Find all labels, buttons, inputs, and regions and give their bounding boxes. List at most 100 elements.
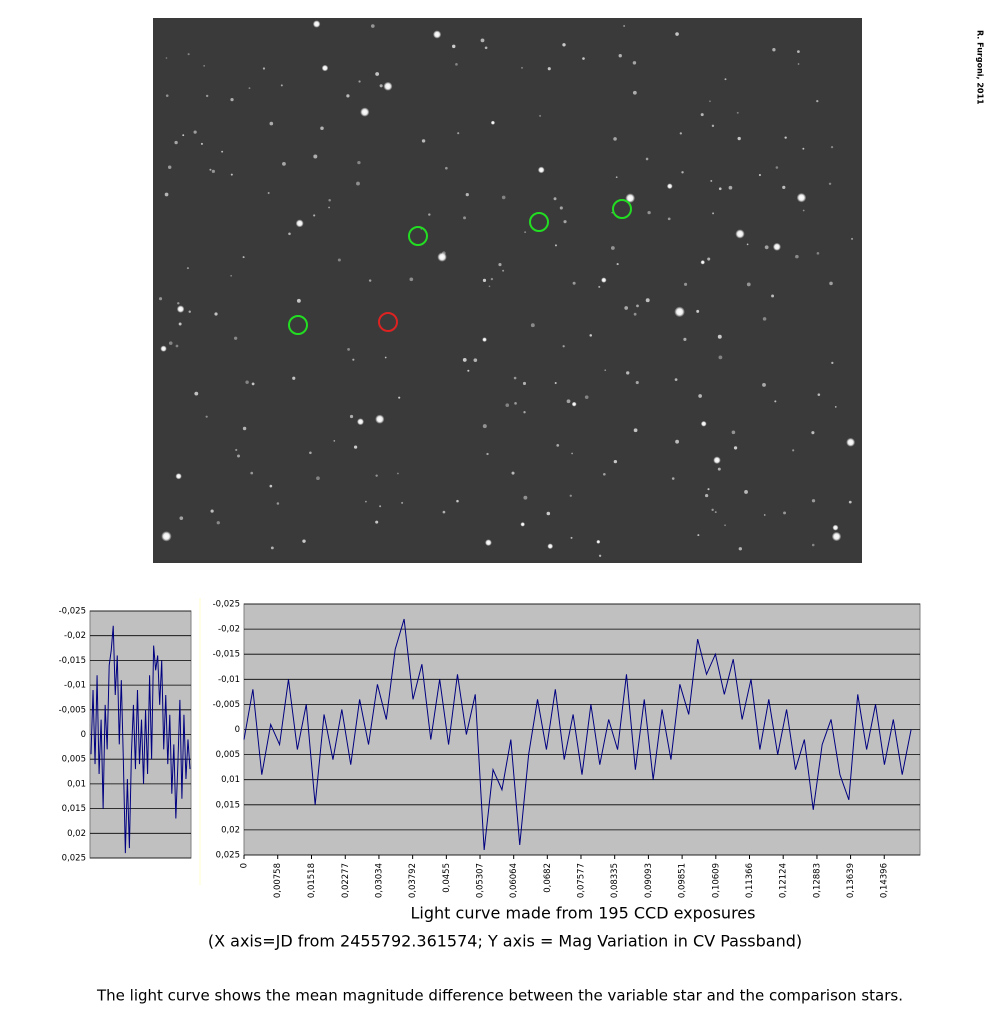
star xyxy=(437,252,447,262)
y-tick-label: 0,025 xyxy=(216,851,240,861)
star xyxy=(233,336,238,340)
star xyxy=(205,415,208,418)
y-tick-label: -0,02 xyxy=(218,625,240,635)
x-tick-label: 0,09851 xyxy=(678,863,688,898)
star xyxy=(816,100,819,103)
star xyxy=(733,446,738,450)
star xyxy=(347,347,350,351)
star xyxy=(746,243,749,246)
star xyxy=(555,244,557,247)
star xyxy=(194,391,199,396)
star xyxy=(428,213,431,216)
star xyxy=(490,277,494,281)
star xyxy=(811,431,815,435)
star xyxy=(645,157,649,161)
star xyxy=(547,67,551,71)
star xyxy=(182,134,185,137)
star xyxy=(397,472,399,475)
star xyxy=(589,334,592,337)
star xyxy=(831,361,834,364)
star xyxy=(309,451,312,455)
star xyxy=(502,269,505,272)
star xyxy=(161,531,172,542)
star xyxy=(584,395,589,399)
star xyxy=(712,212,715,215)
star xyxy=(384,356,387,359)
star xyxy=(463,216,466,220)
star xyxy=(707,488,710,491)
star xyxy=(292,376,296,380)
star xyxy=(514,402,517,405)
y-tick-label: -0,025 xyxy=(213,600,240,610)
credit: R. Furgoni, 2011 xyxy=(976,30,985,105)
star xyxy=(267,192,270,195)
star xyxy=(556,443,560,447)
star xyxy=(482,337,487,343)
star xyxy=(346,94,350,98)
star xyxy=(831,531,842,542)
star xyxy=(165,57,168,59)
x-tick-label: 0,11366 xyxy=(745,863,755,898)
x-tick-label: 0,02277 xyxy=(341,863,351,898)
star xyxy=(796,192,807,203)
star xyxy=(221,150,224,153)
star xyxy=(633,312,637,316)
star xyxy=(269,484,273,488)
star xyxy=(176,305,185,313)
star xyxy=(613,459,618,464)
star xyxy=(230,274,232,277)
star xyxy=(714,511,717,514)
x-tick-label: 0,10609 xyxy=(711,863,721,898)
star xyxy=(554,382,557,385)
comparison-marker xyxy=(408,226,428,246)
star xyxy=(282,161,286,166)
x-tick-label: 0,05307 xyxy=(476,863,486,898)
star xyxy=(772,242,781,251)
star xyxy=(711,508,714,512)
star xyxy=(523,411,526,414)
star xyxy=(210,509,214,513)
star xyxy=(713,456,721,464)
star xyxy=(764,245,769,250)
x-tick-label: 0,07577 xyxy=(576,863,586,898)
y-tick-label: 0,005 xyxy=(62,755,86,765)
variable-marker xyxy=(378,312,398,332)
star xyxy=(312,20,321,28)
star xyxy=(598,554,602,557)
star xyxy=(175,473,182,480)
star xyxy=(744,490,748,494)
star xyxy=(797,50,800,54)
star xyxy=(383,81,393,91)
y-tick-label: -0,005 xyxy=(59,705,86,715)
star xyxy=(775,166,779,169)
star xyxy=(717,334,722,339)
star xyxy=(375,414,385,424)
star xyxy=(530,323,535,328)
y-tick-label: -0,015 xyxy=(213,650,240,660)
star xyxy=(398,396,401,399)
star xyxy=(774,400,777,403)
star xyxy=(615,176,618,178)
star xyxy=(683,337,687,341)
star xyxy=(375,72,380,76)
star xyxy=(242,256,245,259)
star xyxy=(320,126,324,131)
y-tick-label: 0,025 xyxy=(62,854,86,864)
star xyxy=(375,474,378,477)
comparison-marker xyxy=(612,199,632,219)
star xyxy=(465,192,469,197)
star xyxy=(707,257,711,261)
star xyxy=(772,48,776,52)
star xyxy=(671,477,675,480)
star xyxy=(782,185,786,189)
star xyxy=(728,185,733,190)
y-tick-label: 0,01 xyxy=(67,779,86,789)
star xyxy=(700,260,705,265)
star xyxy=(409,277,414,282)
star xyxy=(242,426,247,431)
y-tick-label: 0,005 xyxy=(216,750,240,760)
star xyxy=(370,24,375,28)
star xyxy=(177,302,180,305)
star xyxy=(571,452,573,455)
star xyxy=(710,179,713,182)
